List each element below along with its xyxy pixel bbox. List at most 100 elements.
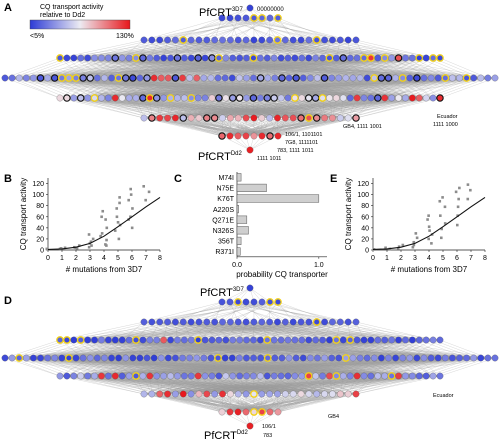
network-edge bbox=[218, 57, 290, 79]
scatter-point bbox=[118, 196, 121, 199]
network-edge bbox=[128, 375, 145, 395]
network-node bbox=[321, 36, 328, 44]
annotation-dd2-code-a: 1111 1011 bbox=[257, 156, 281, 162]
network-node bbox=[344, 318, 352, 326]
y-tick-label: 20 bbox=[36, 236, 44, 243]
network-node bbox=[292, 354, 300, 362]
x-tick-label: 7 bbox=[469, 255, 473, 262]
network-edge bbox=[151, 301, 279, 323]
network-edge bbox=[191, 117, 223, 137]
network-node bbox=[146, 54, 154, 62]
network-node bbox=[139, 372, 147, 380]
network-node bbox=[336, 390, 344, 398]
top-label-d-sup: 3D7 bbox=[233, 287, 245, 293]
network-node bbox=[219, 390, 226, 398]
network-edge bbox=[253, 57, 332, 79]
network-node bbox=[30, 354, 37, 362]
scatter-point bbox=[101, 209, 105, 213]
network-node bbox=[429, 336, 437, 344]
category-label: K76T bbox=[217, 196, 234, 203]
network-edge bbox=[177, 357, 496, 377]
network-node bbox=[266, 408, 274, 416]
network-node bbox=[477, 74, 485, 82]
network-edge bbox=[159, 375, 420, 395]
y-tick-label: 60 bbox=[361, 214, 369, 221]
network-node bbox=[146, 336, 154, 344]
network-node bbox=[76, 336, 85, 344]
network-node bbox=[250, 354, 257, 362]
network-node bbox=[441, 354, 449, 362]
scatter-point bbox=[441, 196, 444, 199]
scatter-point bbox=[144, 198, 147, 202]
network-node bbox=[243, 54, 250, 62]
network-node bbox=[236, 336, 243, 344]
network-edge bbox=[40, 57, 88, 79]
network-edge bbox=[170, 77, 481, 99]
network-edge bbox=[47, 357, 157, 377]
network-node bbox=[234, 298, 242, 306]
network-edge bbox=[87, 375, 160, 395]
scatter-point bbox=[428, 229, 431, 232]
network-node bbox=[420, 74, 428, 82]
network-edge bbox=[66, 77, 98, 99]
network-edge bbox=[198, 57, 261, 79]
x-tick-label: 2 bbox=[74, 255, 78, 262]
network-node bbox=[139, 54, 147, 62]
network-node bbox=[339, 54, 348, 62]
x-tick-label: 3 bbox=[413, 255, 417, 262]
network-edge bbox=[225, 57, 297, 79]
network-edge bbox=[225, 339, 297, 359]
network-node bbox=[210, 114, 219, 122]
network-node bbox=[250, 336, 257, 344]
network-node bbox=[57, 74, 66, 82]
scatter-point bbox=[87, 245, 91, 249]
scatter-point bbox=[127, 198, 130, 202]
network-node bbox=[227, 318, 234, 326]
network-edge bbox=[87, 97, 160, 119]
network-node bbox=[388, 54, 395, 62]
bottom-label-a-sup: Dd2 bbox=[231, 151, 243, 157]
network-edge bbox=[245, 117, 357, 137]
network-node bbox=[153, 336, 161, 344]
network-edge bbox=[68, 77, 171, 99]
network-edge bbox=[277, 301, 294, 323]
network-node bbox=[214, 354, 222, 362]
network-edge bbox=[4, 339, 192, 359]
panel-a: A CQ transport activity relative to Dd2 … bbox=[1, 2, 499, 163]
network-node bbox=[436, 372, 444, 380]
network-node bbox=[207, 354, 215, 362]
network-edge bbox=[59, 357, 91, 377]
network-edge bbox=[101, 321, 278, 341]
network-edge bbox=[4, 57, 323, 79]
network-edge bbox=[274, 97, 333, 119]
category-label: N75E bbox=[216, 186, 234, 193]
bottom-label-d-main: PfCRT bbox=[204, 430, 237, 442]
scatter-point bbox=[116, 221, 120, 224]
network-node bbox=[211, 36, 219, 44]
network-node bbox=[263, 336, 272, 344]
network-edge bbox=[151, 117, 223, 137]
network-edge bbox=[61, 57, 365, 79]
network-node bbox=[291, 372, 299, 380]
network-edge bbox=[237, 393, 357, 413]
network-node bbox=[270, 372, 278, 380]
network-edge bbox=[221, 393, 349, 413]
network-edge bbox=[221, 117, 302, 137]
network-edge bbox=[246, 97, 441, 119]
network-node bbox=[434, 74, 442, 82]
network-node bbox=[257, 372, 264, 380]
panel-c: C M74I N75E K76T A220S Q271E N326S 356T R371I 0.… bbox=[174, 172, 328, 279]
network-edge bbox=[426, 357, 481, 377]
network-node bbox=[297, 318, 305, 326]
network-node bbox=[187, 336, 195, 344]
network-node bbox=[118, 54, 126, 62]
network-node bbox=[229, 336, 237, 344]
network-node bbox=[228, 354, 236, 362]
network-node bbox=[201, 94, 209, 102]
network-edge bbox=[439, 77, 496, 99]
network-edge bbox=[232, 97, 309, 119]
network-node bbox=[250, 36, 258, 44]
scatter-point bbox=[384, 246, 387, 250]
network-node bbox=[370, 354, 378, 362]
network-edge bbox=[66, 39, 333, 59]
